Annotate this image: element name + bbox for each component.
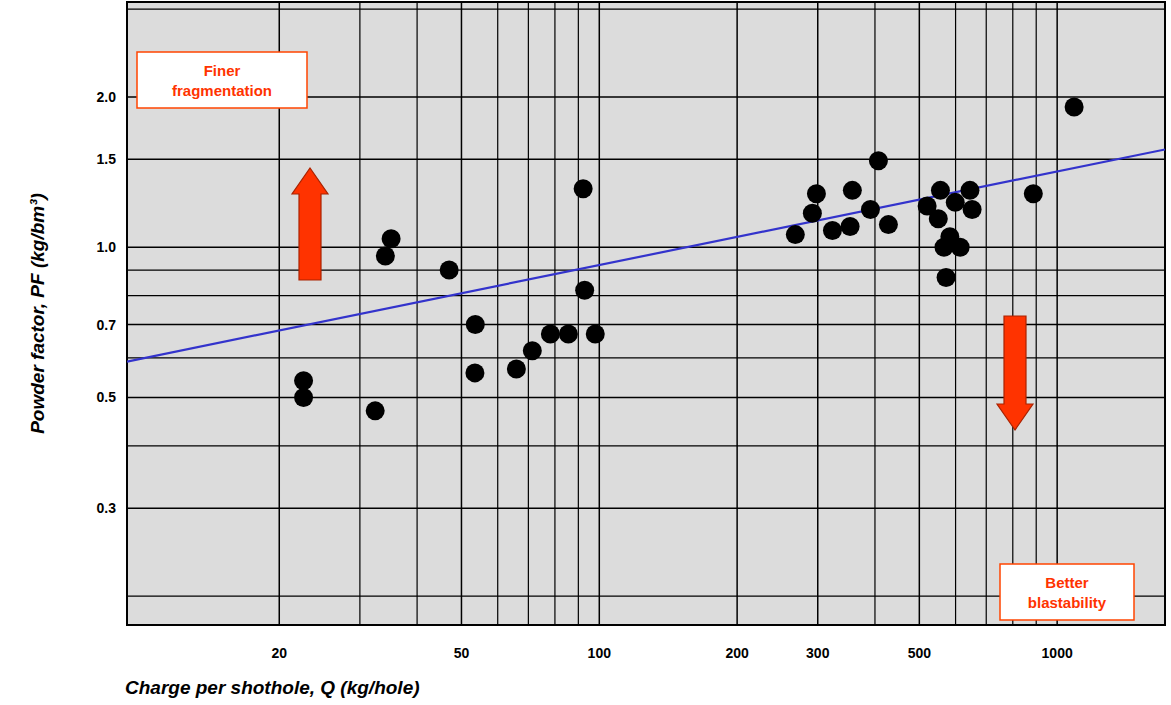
x-minor-grid-line bbox=[986, 2, 987, 625]
data-point bbox=[466, 315, 485, 334]
data-point bbox=[465, 363, 484, 382]
x-minor-grid-line bbox=[497, 2, 498, 625]
data-point bbox=[807, 184, 826, 203]
y-minor-grid-line bbox=[127, 445, 1165, 446]
y-tick-label: 1.5 bbox=[97, 151, 117, 167]
data-point bbox=[946, 193, 965, 212]
data-point bbox=[586, 325, 605, 344]
data-point bbox=[523, 341, 542, 360]
data-point bbox=[574, 179, 593, 198]
y-tick-label: 0.3 bbox=[97, 500, 117, 516]
y-minor-grid-line bbox=[127, 295, 1165, 296]
y-minor-grid-line bbox=[127, 9, 1165, 10]
y-tick-label: 2.0 bbox=[97, 89, 117, 105]
down-arrow bbox=[997, 316, 1033, 430]
plot-frame bbox=[127, 2, 1165, 625]
data-point bbox=[937, 268, 956, 287]
x-minor-grid-line bbox=[578, 2, 579, 625]
data-point bbox=[559, 325, 578, 344]
y-grid-line bbox=[127, 507, 1165, 509]
chart: 20 50 100 200 300 500 1000 0.3 0.5 0.7 1.0 1.5 2.0 Ch… bbox=[0, 0, 1171, 705]
annotation: Betterblastability bbox=[1000, 564, 1134, 620]
x-tick-label: 1000 bbox=[1042, 645, 1073, 661]
y-tick-label: 0.7 bbox=[97, 317, 117, 333]
data-point bbox=[294, 388, 313, 407]
x-grid-line bbox=[599, 2, 601, 625]
x-minor-grid-line bbox=[955, 2, 956, 625]
y-grid-line bbox=[127, 246, 1165, 248]
data-point bbox=[440, 261, 459, 280]
x-axis-title: Charge per shothole, Q (kg/hole) bbox=[125, 677, 420, 698]
data-point bbox=[1065, 97, 1084, 116]
x-minor-grid-line bbox=[416, 2, 417, 625]
grid bbox=[127, 2, 1165, 625]
data-point bbox=[382, 229, 401, 248]
data-point bbox=[934, 238, 953, 257]
x-minor-grid-line bbox=[528, 2, 529, 625]
x-grid-line bbox=[817, 2, 819, 625]
y-tick-label: 1.0 bbox=[97, 239, 117, 255]
x-minor-grid-line bbox=[1036, 2, 1037, 625]
y-axis-title: Powder factor, PF (kg/bm³) bbox=[27, 193, 48, 434]
data-point bbox=[869, 151, 888, 170]
data-point bbox=[575, 281, 594, 300]
data-point bbox=[366, 401, 385, 420]
y-minor-grid-line bbox=[127, 269, 1165, 270]
x-minor-grid-line bbox=[874, 2, 875, 625]
x-tick-label: 100 bbox=[588, 645, 612, 661]
data-point bbox=[843, 181, 862, 200]
data-point bbox=[951, 238, 970, 257]
annotation: Finerfragmentation bbox=[137, 52, 307, 108]
data-point bbox=[841, 217, 860, 236]
y-grid-line bbox=[127, 159, 1165, 161]
x-grid-line bbox=[919, 2, 921, 625]
annotation-box bbox=[1000, 564, 1134, 620]
data-point bbox=[929, 209, 948, 228]
data-point bbox=[823, 221, 842, 240]
data-point bbox=[541, 325, 560, 344]
data-point bbox=[931, 181, 950, 200]
x-tick-label: 500 bbox=[908, 645, 932, 661]
up-arrow bbox=[292, 168, 328, 280]
x-tick-label: 20 bbox=[271, 645, 287, 661]
data-point bbox=[960, 181, 979, 200]
x-tick-label: 300 bbox=[806, 645, 830, 661]
x-minor-grid-line bbox=[554, 2, 555, 625]
x-grid-line bbox=[1056, 2, 1058, 625]
data-point bbox=[507, 360, 526, 379]
x-minor-grid-line bbox=[1012, 2, 1013, 625]
plot-background bbox=[127, 2, 1165, 625]
x-tick-label: 50 bbox=[454, 645, 470, 661]
x-grid-line bbox=[461, 2, 463, 625]
x-grid-line bbox=[736, 2, 738, 625]
data-point bbox=[1024, 184, 1043, 203]
data-point bbox=[879, 215, 898, 234]
data-point bbox=[963, 200, 982, 219]
data-point bbox=[376, 247, 395, 266]
data-point bbox=[786, 225, 805, 244]
data-point bbox=[294, 371, 313, 390]
annotation-text: Finerfragmentation bbox=[172, 62, 272, 99]
annotation-text: Betterblastability bbox=[1028, 574, 1107, 611]
y-tick-label: 0.5 bbox=[97, 389, 117, 405]
data-point bbox=[861, 200, 880, 219]
data-point bbox=[803, 204, 822, 223]
annotation-box bbox=[137, 52, 307, 108]
x-tick-label: 200 bbox=[725, 645, 749, 661]
